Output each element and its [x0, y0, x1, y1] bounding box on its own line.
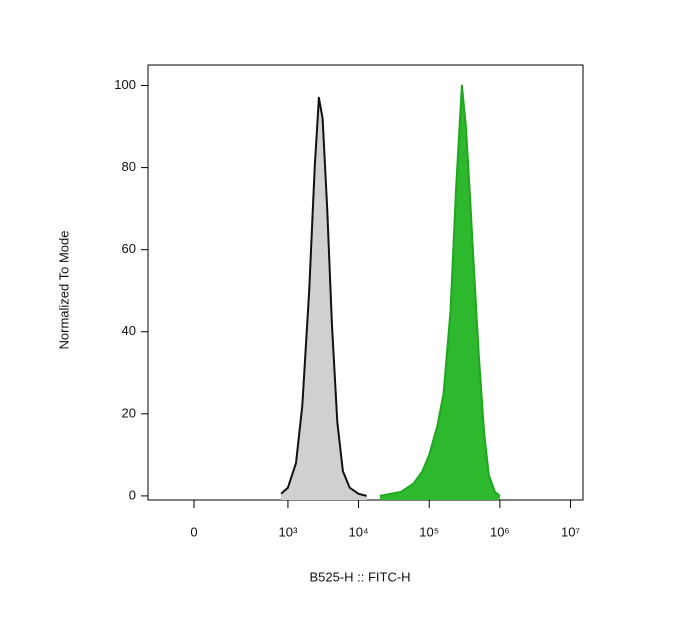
area: [281, 97, 367, 501]
x-tick-label: 10³: [279, 524, 298, 539]
plot-frame: [147, 64, 584, 501]
x-axis-title: B525-H :: FITC-H: [309, 569, 410, 584]
x-tick-label: 10⁶: [490, 524, 510, 539]
line: [379, 84, 501, 497]
x-tick-label: 10⁷: [561, 524, 580, 539]
x-tick-label: 10⁴: [349, 524, 369, 539]
x-tick-label: 0: [190, 524, 197, 539]
y-tick-label: 40: [122, 323, 136, 338]
area: [379, 85, 500, 500]
y-tick-label: 60: [122, 241, 136, 256]
line: [280, 96, 367, 497]
x-tick-label: 10⁵: [419, 524, 439, 539]
y-tick-label: 20: [122, 405, 136, 420]
y-tick-label: 100: [114, 77, 136, 92]
y-tick-label: 80: [122, 159, 136, 174]
y-axis-title: Normalized To Mode: [56, 231, 71, 350]
y-tick-label: 0: [129, 487, 136, 502]
